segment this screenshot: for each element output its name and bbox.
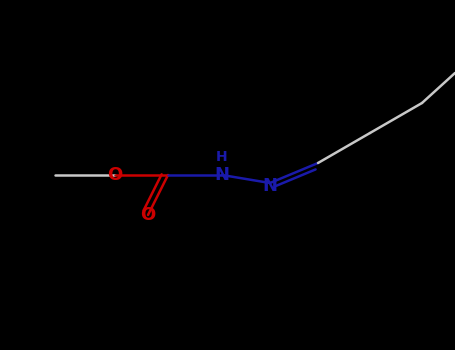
Text: O: O bbox=[141, 206, 156, 224]
Text: N: N bbox=[263, 177, 278, 195]
Text: H: H bbox=[216, 150, 228, 164]
Text: N: N bbox=[214, 166, 229, 184]
Text: O: O bbox=[107, 166, 123, 184]
